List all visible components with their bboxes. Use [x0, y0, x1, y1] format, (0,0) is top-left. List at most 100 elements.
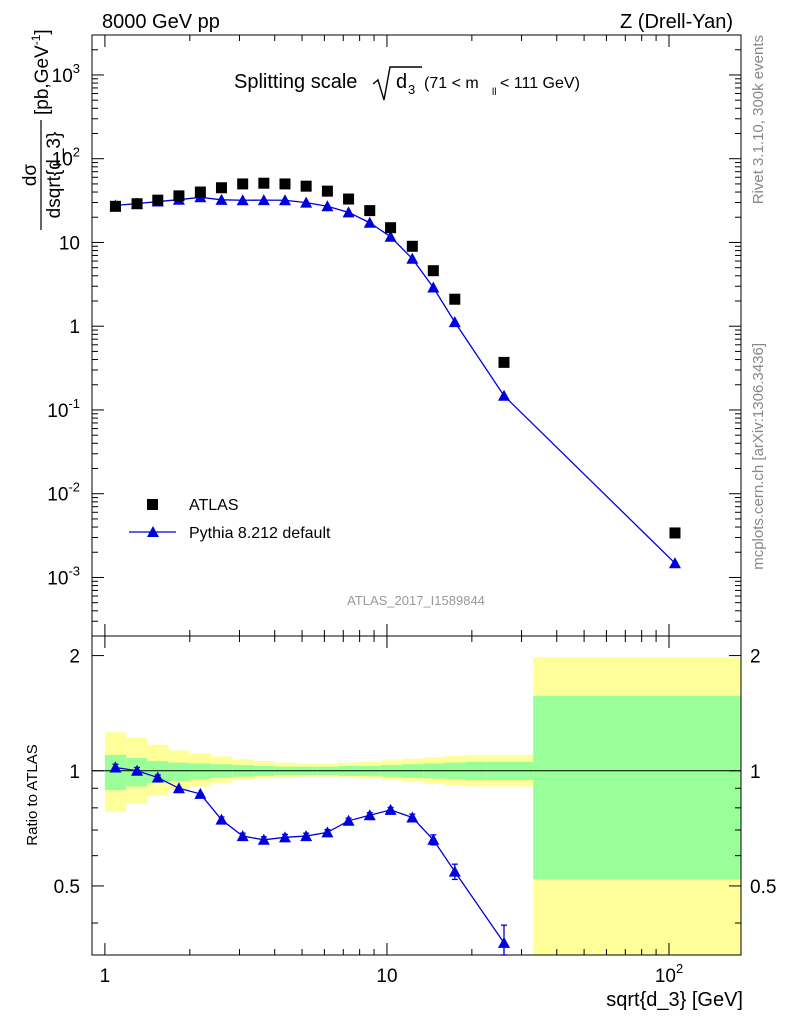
- pythia-point: [668, 557, 681, 569]
- y-tick-label: 10-3: [47, 563, 80, 589]
- ratio-y-tick-label-right: 0.5: [750, 877, 776, 898]
- main-data-marks: [109, 177, 681, 569]
- ratio-point: [497, 936, 510, 948]
- atlas-point: [385, 222, 397, 234]
- ratio-axis-label: Ratio to ATLAS: [24, 744, 41, 845]
- ratio-point: [257, 833, 270, 845]
- process-label: Z (Drell-Yan): [620, 11, 733, 33]
- ratio-point: [448, 865, 461, 877]
- atlas-point: [109, 200, 121, 212]
- ratio-panel: 0.5 0.5 1 1 2 2 1 10 102: [54, 635, 776, 987]
- pythia-point: [363, 216, 376, 228]
- ratio-axis-ticks: 0.5 0.5 1 1 2 2 1 10 102: [54, 636, 776, 987]
- atlas-point: [279, 178, 291, 190]
- atlas-point: [321, 185, 333, 197]
- atlas-point: [669, 527, 681, 539]
- pythia-point: [342, 206, 355, 218]
- plot-title-cut-b: < 111 GeV): [500, 75, 580, 92]
- legend: ATLAS Pythia 8.212 default: [129, 497, 331, 542]
- y-tick-label: 10: [59, 233, 80, 254]
- pythia-point: [427, 281, 440, 293]
- pythia-point: [321, 200, 334, 212]
- main-panel-frame: [91, 34, 742, 637]
- atlas-point: [173, 190, 185, 202]
- ratio-point: [427, 833, 440, 845]
- sqrt-symbol: [372, 66, 422, 101]
- ratio-uncertainty-bands: [104, 657, 741, 955]
- atlas-point: [406, 240, 418, 252]
- x-tick-label: 10: [376, 966, 397, 987]
- y-tick-label: 10-2: [47, 480, 80, 506]
- pythia-point: [215, 193, 228, 205]
- y-axis-label-unit: [pb,GeV-1]: [29, 29, 53, 115]
- ratio-panel-frame: [91, 635, 742, 956]
- plot-title-sqrt-var: d: [396, 71, 407, 93]
- ratio-point: [109, 761, 122, 773]
- ratio-data-marks: [92, 761, 741, 956]
- ratio-point: [363, 809, 376, 821]
- pythia-point: [300, 196, 313, 208]
- pythia-point: [448, 316, 461, 328]
- y-axis-label: dσ dsqrt{d_3} [pb,GeV-1]: [20, 29, 65, 230]
- pythia-point: [384, 230, 397, 242]
- atlas-point: [427, 265, 439, 277]
- plot-title-main: Splitting scale: [234, 71, 357, 93]
- x-tick-label: 1: [100, 966, 111, 987]
- atlas-point: [152, 194, 164, 206]
- y-unit-a: [pb,GeV: [32, 45, 53, 115]
- ratio-y-tick-label-right: 1: [750, 762, 761, 783]
- atlas-point: [194, 186, 206, 198]
- pythia-point: [257, 194, 270, 206]
- plot-title-sqrt-sub: 3: [408, 82, 415, 97]
- ratio-point: [131, 764, 144, 776]
- ratio-point: [215, 813, 228, 825]
- ratio-y-tick-label: 1: [69, 762, 80, 783]
- atlas-point: [131, 198, 143, 210]
- atlas-point: [364, 205, 376, 217]
- ratio-point: [321, 826, 334, 838]
- pythia-point: [278, 194, 291, 206]
- plot-title-cut-sub: ll: [492, 87, 496, 98]
- y-tick-label: 102: [52, 145, 80, 171]
- band-inner-bin: [104, 754, 127, 791]
- plot-title-cut-a: (71 < m: [424, 75, 479, 92]
- ratio-series-line: [115, 766, 505, 944]
- analysis-id-label: ATLAS_2017_I1589844: [347, 593, 485, 608]
- main-axis-ticks: 10-3 10-2 10-1 1 10 102 103: [47, 34, 741, 637]
- ratio-point: [406, 811, 419, 823]
- atlas-point: [449, 293, 461, 305]
- pythia-point: [236, 194, 249, 206]
- band-inner-bin: [189, 763, 212, 780]
- pythia-point: [406, 252, 419, 264]
- ratio-point: [300, 830, 313, 842]
- x-axis-label: sqrt{d_3} [GeV]: [606, 989, 743, 1011]
- y-axis-label-denominator: dsqrt{d_3}: [44, 132, 65, 219]
- legend-marker-data: [147, 499, 158, 510]
- rivet-label: Rivet 3.1.10, 300k events: [750, 35, 767, 204]
- ratio-point: [278, 831, 291, 843]
- ratio-point: [151, 771, 164, 783]
- band-inner-bin: [533, 695, 741, 880]
- atlas-point: [258, 177, 270, 189]
- ratio-y-tick-label: 2: [69, 647, 80, 668]
- legend-label-data: ATLAS: [189, 497, 239, 514]
- ratio-y-tick-label-right: 2: [750, 647, 761, 668]
- atlas-point: [237, 178, 249, 190]
- ratio-y-tick-label: 0.5: [54, 877, 80, 898]
- ratio-point: [172, 782, 185, 794]
- energy-label: 8000 GeV pp: [102, 11, 220, 33]
- ratio-point: [194, 787, 207, 799]
- y-unit-b: ]: [32, 29, 53, 34]
- main-panel: 10-3 10-2 10-1 1 10 102 103: [47, 34, 742, 637]
- atlas-point: [215, 182, 227, 194]
- legend-label-mc: Pythia 8.212 default: [189, 525, 331, 542]
- ratio-point: [384, 803, 397, 815]
- pythia-point: [497, 389, 510, 401]
- legend-marker-mc: [147, 526, 159, 537]
- ratio-point: [342, 814, 355, 826]
- atlas-point: [300, 180, 312, 192]
- y-tick-label: 10-1: [47, 396, 80, 422]
- plot-title: Splitting scale d 3 (71 < m ll < 111 GeV…: [234, 66, 580, 101]
- ratio-point: [236, 830, 249, 842]
